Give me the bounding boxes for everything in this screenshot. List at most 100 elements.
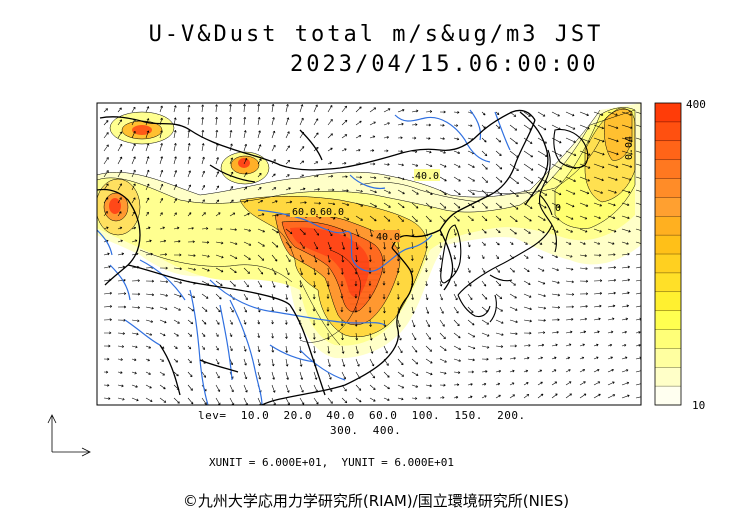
wind-arrow — [313, 241, 319, 250]
wind-arrow — [145, 293, 155, 297]
wind-arrow — [298, 332, 302, 340]
wind-arrow — [215, 199, 220, 204]
wind-arrow — [481, 176, 488, 183]
wind-arrow — [593, 124, 605, 130]
wind-arrow — [257, 158, 262, 165]
wind-arrow — [103, 344, 111, 348]
wind-arrow — [453, 306, 459, 314]
wind-arrow — [313, 228, 320, 236]
wind-arrow — [635, 331, 641, 334]
wind-arrow — [299, 254, 304, 263]
wind-arrow — [467, 306, 474, 313]
wind-arrow — [117, 384, 124, 388]
wind-arrow — [173, 253, 182, 257]
wind-arrow — [201, 170, 206, 178]
wind-arrow — [341, 202, 350, 207]
wind-arrow — [382, 280, 386, 286]
wind-arrow — [355, 332, 359, 341]
contour-lines — [97, 107, 636, 346]
wind-arrow — [397, 122, 404, 126]
wind-arrow — [173, 332, 179, 337]
wind-arrow — [201, 117, 205, 126]
wind-arrow — [579, 317, 588, 321]
wind-arrow — [579, 381, 586, 386]
colorbar-frame — [654, 102, 682, 406]
wind-arrow — [355, 202, 364, 207]
wind-arrow — [579, 292, 589, 296]
wind-arrow — [257, 267, 264, 275]
wind-arrow — [173, 198, 177, 204]
wind-arrow — [103, 252, 110, 256]
wind-arrow — [593, 202, 602, 207]
wind-arrow — [299, 104, 304, 113]
wind-arrow — [285, 187, 291, 191]
wind-arrow — [355, 345, 359, 354]
wind-arrow — [495, 267, 500, 273]
wind-arrow — [439, 332, 446, 340]
wind-arrow — [131, 358, 137, 362]
wind-arrow — [215, 157, 219, 165]
wind-arrow — [299, 187, 306, 191]
wind-arrow — [159, 371, 165, 376]
wind-arrow — [383, 345, 388, 354]
colorbar-segment — [655, 272, 681, 293]
wind-arrow — [467, 202, 475, 209]
wind-arrow — [425, 123, 432, 127]
wind-arrow — [607, 111, 618, 116]
wind-arrow — [368, 306, 372, 313]
wind-arrow — [243, 186, 248, 191]
wind-arrow — [257, 293, 262, 301]
wind-arrow — [607, 317, 615, 321]
wind-arrow — [453, 241, 457, 248]
wind-arrow — [579, 305, 588, 308]
wind-arrow — [298, 306, 302, 312]
wind-arrow — [467, 267, 471, 273]
wind-arrow — [173, 170, 178, 178]
wind-arrow — [495, 215, 502, 221]
wind-arrow — [327, 241, 332, 250]
contour-label: 0 — [555, 203, 561, 214]
wind-arrow — [312, 319, 316, 326]
wind-arrow — [495, 369, 502, 373]
wind-arrow — [271, 213, 279, 217]
wind-arrow — [383, 163, 390, 166]
wind-arrow — [607, 163, 619, 169]
wind-arrow — [159, 212, 163, 217]
wind-arrow — [397, 202, 405, 209]
wind-arrow — [607, 394, 616, 399]
wind-arrow — [355, 241, 359, 250]
wind-arrow — [467, 319, 475, 326]
wind-arrow — [271, 228, 279, 234]
wind-arrow — [159, 130, 163, 139]
wind-arrow — [481, 370, 488, 373]
wind-arrow — [354, 306, 358, 313]
wind-arrow — [481, 345, 490, 349]
colorbar-segment — [655, 216, 681, 236]
wind-arrow — [453, 358, 461, 362]
wind-arrow — [285, 104, 289, 113]
wind-arrow — [145, 384, 152, 389]
wind-arrow — [495, 254, 500, 260]
wind-arrow — [481, 267, 486, 273]
wind-arrow — [368, 280, 372, 286]
wind-arrow — [621, 241, 629, 245]
wind-arrow — [187, 384, 193, 391]
wind-arrow — [201, 185, 205, 191]
wind-arrow — [383, 241, 387, 250]
wind-arrow — [579, 356, 585, 360]
wind-arrow — [383, 149, 389, 153]
wind-arrow — [271, 267, 277, 275]
wind-arrow — [369, 121, 376, 126]
wind-arrow — [635, 279, 641, 282]
wind-arrow — [411, 397, 418, 400]
wind-arrow — [229, 199, 234, 204]
wind-arrow — [299, 397, 305, 405]
wind-arrow — [229, 143, 233, 152]
wind-arrow — [439, 396, 445, 400]
wind-arrow — [565, 241, 572, 245]
wind-arrow — [229, 332, 233, 337]
wind-arrow — [621, 111, 632, 116]
wind-arrow — [201, 104, 205, 113]
wind-arrow — [424, 267, 428, 273]
